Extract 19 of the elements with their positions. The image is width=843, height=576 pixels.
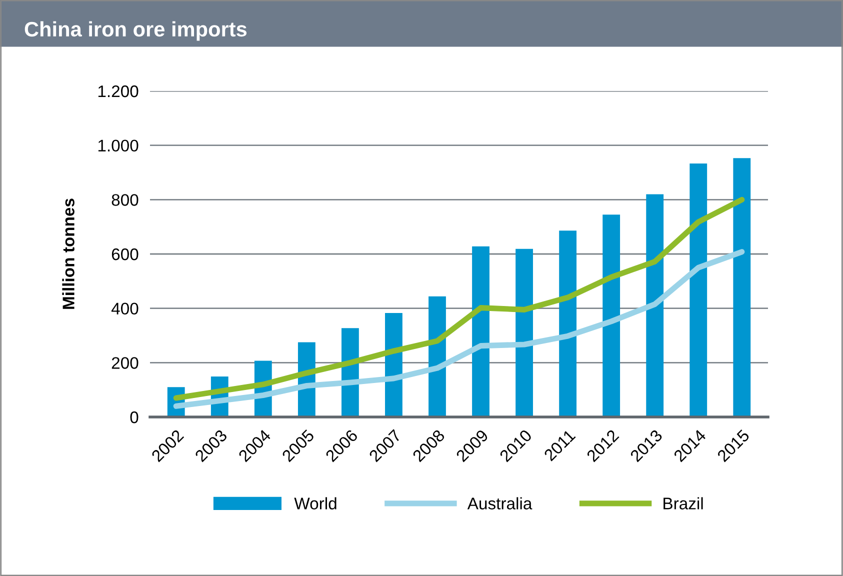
legend-label: Australia <box>467 497 532 510</box>
y-tick-label: 800 <box>112 194 138 206</box>
bar <box>559 230 577 417</box>
bar <box>516 248 533 417</box>
y-tick-label: 1.000 <box>98 140 138 152</box>
bar <box>602 214 620 417</box>
y-tick-label: 400 <box>111 302 138 315</box>
y-tick-label: 1.200 <box>98 85 138 98</box>
legend-label: Brazil <box>664 497 703 510</box>
y-tick-label: 200 <box>112 357 138 369</box>
bar <box>646 194 664 417</box>
bar <box>472 246 490 417</box>
y-axis-title: Million tonnes <box>62 198 74 309</box>
chart-title: China iron ore imports <box>24 21 247 41</box>
bar <box>733 158 751 417</box>
bar <box>690 164 708 417</box>
y-tick-label: 600 <box>112 248 138 260</box>
legend-label: World <box>294 497 336 510</box>
y-tick-label: 0 <box>130 411 138 424</box>
